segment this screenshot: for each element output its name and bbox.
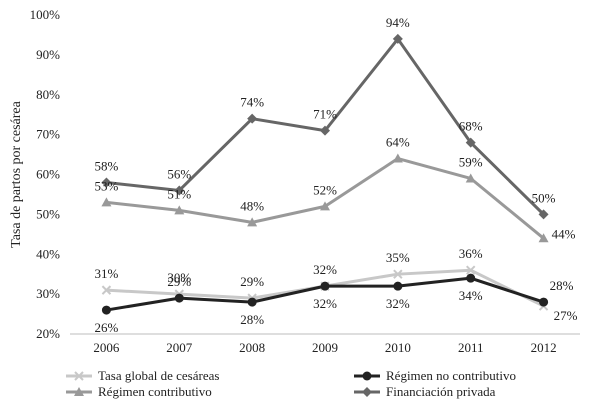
data-label: 35%	[386, 250, 410, 265]
y-tick-label: 70%	[36, 127, 60, 142]
legend-item: Régimen contributivo	[66, 384, 212, 399]
data-point	[174, 293, 184, 303]
data-label: 32%	[386, 296, 410, 311]
legend-marker	[74, 371, 84, 381]
data-point	[466, 273, 476, 283]
data-point	[320, 201, 330, 211]
y-tick-label: 20%	[36, 326, 60, 341]
y-axis-title-group: Tasa de partos por cesárea	[9, 100, 24, 248]
x-tick-label: 2010	[385, 340, 411, 355]
data-label: 36%	[459, 246, 483, 261]
x-tick-label: 2007	[166, 340, 193, 355]
data-point	[174, 185, 185, 196]
data-label: 52%	[313, 182, 337, 197]
legend-label: Régimen no contributivo	[386, 368, 516, 383]
data-label: 58%	[95, 158, 119, 173]
legend-item: Tasa global de cesáreas	[66, 368, 219, 383]
series-1	[101, 153, 549, 243]
legend-label: Financiación privada	[386, 384, 496, 399]
y-axis-title: Tasa de partos por cesárea	[9, 100, 24, 248]
data-label: 30%	[167, 270, 191, 285]
data-point	[539, 297, 549, 307]
series-2	[101, 273, 549, 315]
data-label: 32%	[313, 262, 337, 277]
legend-marker	[74, 387, 84, 396]
data-label: 32%	[313, 296, 337, 311]
data-label: 94%	[386, 15, 410, 30]
data-label: 44%	[552, 226, 576, 241]
data-point	[247, 297, 257, 307]
y-tick-label: 100%	[30, 7, 61, 22]
data-label: 31%	[95, 266, 119, 281]
series-lines	[101, 33, 549, 315]
data-labels: 31% 30% 29%32%35% 36%27%53%51%48%52%64%59%4…	[95, 15, 578, 335]
series-3	[101, 33, 549, 220]
data-point	[320, 281, 330, 291]
data-label: 71%	[313, 107, 337, 122]
x-tick-label: 2009	[312, 340, 338, 355]
data-point	[101, 197, 112, 207]
data-point	[101, 285, 112, 295]
data-point	[101, 177, 112, 188]
legend-label: Tasa global de cesáreas	[98, 368, 219, 383]
data-point	[538, 209, 549, 220]
x-tick-label: 2011	[458, 340, 484, 355]
data-point	[465, 137, 476, 148]
data-point	[247, 113, 258, 124]
data-label: 68%	[459, 119, 483, 134]
data-point	[393, 269, 403, 279]
y-tick-label: 80%	[36, 87, 60, 102]
data-label: 64%	[386, 135, 410, 150]
legend-item: Régimen no contributivo	[354, 368, 516, 383]
data-point	[174, 205, 185, 215]
data-label: 34%	[459, 288, 483, 303]
data-label: 50%	[532, 190, 556, 205]
data-label: 29%	[240, 274, 264, 289]
x-tick-label: 2012	[531, 340, 557, 355]
x-tick-label: 2006	[93, 340, 120, 355]
data-label: 74%	[240, 95, 264, 110]
data-point	[101, 305, 111, 315]
y-tick-labels: 20% 30% 40% 50% 60% 70% 80% 90% 100%	[30, 7, 61, 341]
data-label: 29%	[167, 274, 191, 289]
legend-marker	[362, 387, 372, 397]
y-tick-label: 50%	[36, 206, 60, 221]
data-point	[538, 233, 549, 243]
y-tick-label: 90%	[36, 47, 60, 62]
data-point	[392, 33, 403, 44]
data-label: 59%	[459, 154, 483, 169]
y-tick-label: 60%	[36, 167, 60, 182]
data-point	[247, 217, 258, 227]
data-point	[320, 125, 330, 136]
data-point	[466, 265, 476, 275]
data-point	[393, 281, 403, 291]
data-label: 28%	[550, 278, 574, 293]
data-point	[392, 153, 403, 163]
data-label: 48%	[240, 198, 264, 213]
x-tick-labels: 2006 2007 2008 2009 2010 2011 2012	[93, 340, 556, 355]
data-label: 53%	[95, 178, 119, 193]
data-point	[465, 173, 476, 183]
y-tick-label: 40%	[36, 246, 60, 261]
x-tick-label: 2008	[239, 340, 265, 355]
data-label: 51%	[167, 186, 191, 201]
data-label: 28%	[240, 312, 264, 327]
y-tick-label: 30%	[36, 286, 60, 301]
legend-label: Régimen contributivo	[98, 384, 212, 399]
data-label: 26%	[95, 320, 119, 335]
legend-marker	[362, 371, 372, 381]
data-label: 27%	[554, 308, 578, 323]
legend-item: Financiación privada	[354, 384, 496, 399]
data-label: 56%	[167, 166, 191, 181]
